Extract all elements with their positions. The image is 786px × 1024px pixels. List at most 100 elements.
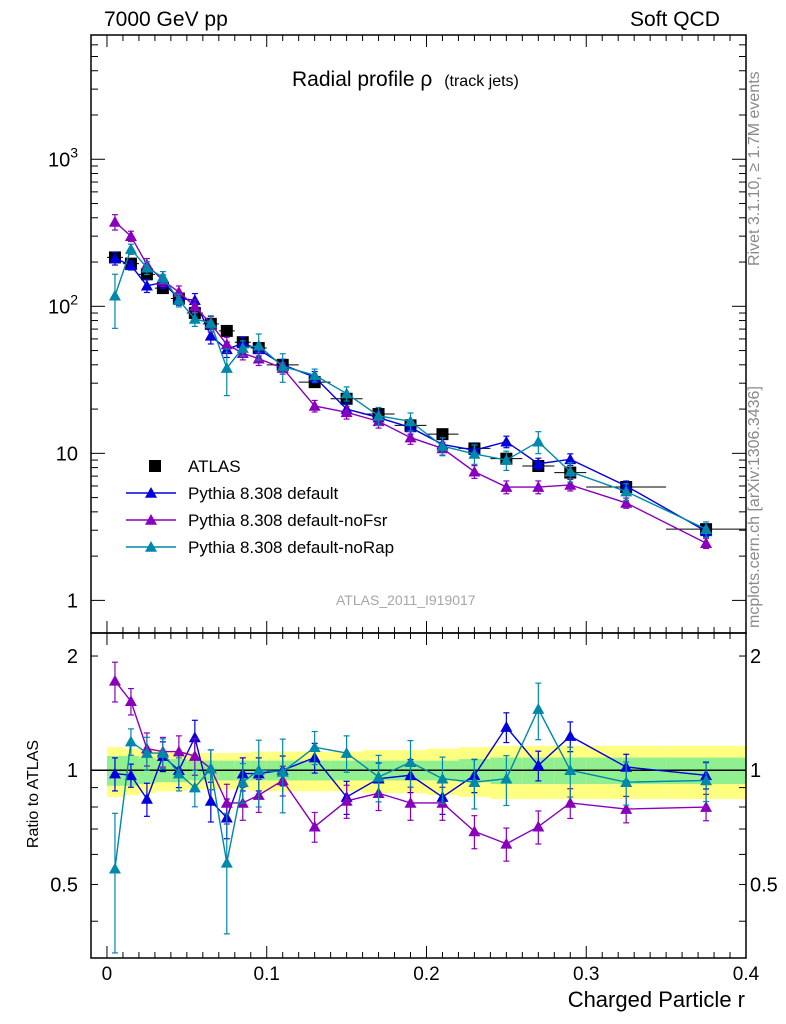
mc3-ratio-point-5 xyxy=(188,781,201,793)
mc3-main-point-0 xyxy=(108,289,121,301)
mc2-ratio-line xyxy=(114,680,707,845)
tick-labels: 0 0.1 0.2 0.3 0.4 1 10 102 103 0.5 0.5 1 1 2 2 xyxy=(48,144,778,985)
legend-label-3: Pythia 8.308 default-noRap xyxy=(188,538,394,557)
mc3-ratio-point-8 xyxy=(236,776,249,788)
mc2-main-point-12 xyxy=(340,406,353,418)
mc3-main-point-16 xyxy=(468,447,481,459)
mc2-ratio-point-14 xyxy=(404,796,417,808)
mc3-main-point-13 xyxy=(372,409,385,421)
mc3-main-point-5 xyxy=(188,312,201,324)
mc3-ratio-point-7 xyxy=(220,856,233,868)
analysis-tag: ATLAS_2011_I919017 xyxy=(336,592,476,608)
main-plot-marks xyxy=(106,214,746,550)
mc1-main-point-6 xyxy=(204,329,217,341)
mc1-ratio-point-6 xyxy=(204,794,217,806)
legend-marker-2 xyxy=(145,514,157,525)
legend-marker-1 xyxy=(145,487,157,498)
mc3-ratio-point-2 xyxy=(140,747,153,758)
ratio-tick-label-right-2: 2 xyxy=(750,646,761,668)
mc2-ratio-point-21 xyxy=(700,801,713,812)
mc3-ratio-point-3 xyxy=(156,747,169,758)
x-tick-label-0: 0 xyxy=(102,964,113,985)
mc3-main-point-6 xyxy=(204,316,217,328)
ratio-tick-label-left-0: 0.5 xyxy=(50,874,78,896)
mc1-main-point-2 xyxy=(140,279,153,291)
x-tick-label-1: 0.1 xyxy=(254,964,280,985)
mc3-main-point-17 xyxy=(500,454,513,465)
mc2-main-point-11 xyxy=(308,399,321,411)
side-label-mcplots: mcplots.cern.ch [arXiv:1306.3436] xyxy=(746,386,763,628)
mc1-ratio-point-2 xyxy=(140,792,153,804)
mc2-main-point-16 xyxy=(468,465,481,477)
ratio-tick-label-right-0: 0.5 xyxy=(750,874,778,896)
header-left: 7000 GeV pp xyxy=(104,8,228,31)
mc2-ratio-point-0 xyxy=(108,674,121,686)
mc2-ratio-point-7 xyxy=(220,796,233,808)
ratio-tick-label-left-2: 2 xyxy=(67,646,78,668)
header-right: Soft QCD xyxy=(630,8,720,31)
mc2-ratio-point-19 xyxy=(564,796,577,808)
x-axis-label: Charged Particle r xyxy=(568,987,745,1012)
mc3-main-point-20 xyxy=(620,485,633,497)
mc2-main-point-21 xyxy=(700,537,713,548)
mc3-ratio-point-18 xyxy=(532,703,545,714)
legend-marker-3 xyxy=(145,541,157,552)
axis-ticks xyxy=(91,34,747,958)
ratio-tick-label-left-1: 1 xyxy=(67,760,78,782)
y-tick-label-1: 10 xyxy=(56,443,78,465)
mc3-ratio-point-9 xyxy=(252,764,265,776)
plot-title: Radial profile ρ (track jets) xyxy=(292,68,519,91)
data-uncertainty-bands xyxy=(106,745,746,799)
mc2-main-point-0 xyxy=(108,215,121,227)
ratio-frame xyxy=(90,632,747,959)
x-tick-label-2: 0.2 xyxy=(413,964,439,985)
mc3-ratio-point-11 xyxy=(308,741,321,753)
mc3-main-point-11 xyxy=(308,369,321,380)
mc1-ratio-point-5 xyxy=(188,731,201,743)
mc1-main-point-18 xyxy=(532,457,545,469)
mc3-ratio-point-21 xyxy=(700,774,713,786)
x-tick-label-4: 0.4 xyxy=(733,964,760,985)
plot-title-main: Radial profile ρ xyxy=(292,68,432,91)
plot-title-sub: (track jets) xyxy=(444,73,519,90)
mc2-ratio-point-20 xyxy=(620,803,633,814)
mc3-main-point-9 xyxy=(252,339,265,351)
mc2-main-point-20 xyxy=(620,496,633,508)
mc3-main-line xyxy=(114,247,707,530)
mc3-ratio-point-14 xyxy=(404,756,417,768)
mc3-main-point-12 xyxy=(340,387,353,399)
mc3-main-point-18 xyxy=(532,435,545,447)
ratio-tick-label-right-1: 1 xyxy=(750,760,761,782)
mc2-main-point-14 xyxy=(404,431,417,443)
atlas-point-7 xyxy=(220,324,233,337)
mc3-ratio-point-15 xyxy=(436,772,449,784)
mc3-main-point-10 xyxy=(276,360,289,372)
mc2-ratio-point-5 xyxy=(188,750,201,761)
mc2-ratio-point-18 xyxy=(532,820,545,832)
mc2-ratio-point-16 xyxy=(468,825,481,837)
mc2-main-point-18 xyxy=(532,481,545,492)
mc2-ratio-point-4 xyxy=(172,745,185,757)
mc3-main-point-7 xyxy=(220,362,233,373)
y-tick-label-3: 103 xyxy=(48,144,78,171)
mc3-ratio-point-6 xyxy=(204,762,217,774)
x-tick-label-3: 0.3 xyxy=(573,964,599,985)
mc2-main-line xyxy=(114,221,707,544)
mc3-main-point-21 xyxy=(700,523,713,534)
mc2-ratio-point-17 xyxy=(500,837,513,849)
legend-label-1: Pythia 8.308 default xyxy=(188,484,339,503)
mc3-ratio-point-4 xyxy=(172,767,185,779)
mc1-ratio-point-0 xyxy=(108,767,121,779)
mc1-main-point-0 xyxy=(108,252,121,264)
mc3-main-point-8 xyxy=(236,342,249,353)
mc3-main-point-14 xyxy=(404,415,417,427)
ratio-y-axis-label: Ratio to ATLAS xyxy=(25,740,42,848)
mc3-ratio-point-19 xyxy=(564,764,577,776)
mc1-ratio-point-18 xyxy=(532,759,545,771)
mc3-ratio-point-13 xyxy=(372,770,385,782)
mc3-ratio-point-20 xyxy=(620,776,633,788)
mc2-ratio-point-11 xyxy=(308,820,321,832)
mc3-ratio-point-0 xyxy=(108,862,121,874)
side-label-rivet: Rivet 3.1.10, ≥ 1.7M events xyxy=(746,71,763,266)
mc3-ratio-point-16 xyxy=(468,776,481,788)
